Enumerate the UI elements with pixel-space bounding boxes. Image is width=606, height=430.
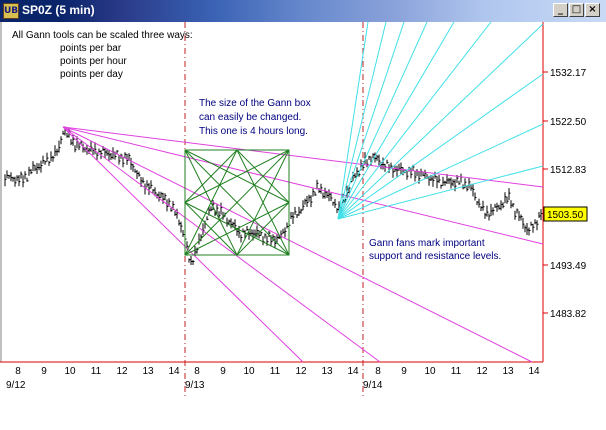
cyan-fan-line	[337, 21, 492, 220]
gann-fan-magenta	[62, 126, 544, 363]
cyan-fan-line	[337, 21, 405, 220]
time-tick-label: 12	[476, 366, 488, 377]
time-tick-label: 8	[194, 366, 200, 377]
chart-area[interactable]: All Gann tools can be scaled three ways:…	[0, 21, 606, 425]
time-tick-label: 14	[528, 366, 540, 377]
time-tick-label: 9	[401, 366, 407, 377]
current-price-tag	[543, 206, 588, 222]
price-tick-label: 1483.82	[550, 309, 587, 320]
scaling-intro: All Gann tools can be scaled three ways:	[12, 30, 193, 41]
fan-note-line: Gann fans mark important	[369, 238, 485, 249]
price-axis: 1532.17 1522.50 1512.83 1493.49 1483.82 …	[543, 68, 588, 320]
window-title: SP0Z (5 min)	[22, 3, 95, 17]
cyan-fan-line	[337, 21, 369, 220]
price-bars	[4, 126, 543, 265]
box-note-line: This one is 4 hours long.	[199, 126, 308, 137]
fan-note: Gann fans mark important support and res…	[369, 238, 501, 262]
magenta-fan-line	[62, 126, 304, 363]
fan-note-line: support and resistance levels.	[369, 251, 501, 262]
price-tick-label: 1512.83	[550, 165, 587, 176]
time-tick-label: 11	[91, 366, 102, 377]
time-tick-label: 14	[347, 366, 359, 377]
price-chart[interactable]: All Gann tools can be scaled three ways:…	[0, 21, 606, 425]
magenta-fan-line	[62, 126, 544, 188]
window-title-bar[interactable]: UB SP0Z (5 min) _ □ ×	[0, 0, 606, 22]
box-note: The size of the Gann box can easily be c…	[199, 98, 311, 137]
cyan-fan-line	[337, 23, 544, 220]
cyan-fan-line	[337, 21, 387, 220]
time-tick-label: 13	[142, 366, 154, 377]
cyan-fan-line	[337, 21, 455, 220]
cyan-fan-line	[337, 123, 544, 220]
time-tick-label: 11	[270, 366, 281, 377]
time-tick-label: 13	[321, 366, 333, 377]
price-tick-label: 1532.17	[550, 68, 587, 79]
gann-fan-cyan	[337, 21, 544, 220]
magenta-fan-line	[62, 126, 381, 363]
box-note-line: The size of the Gann box	[199, 98, 311, 109]
time-tick-label: 9	[41, 366, 47, 377]
price-tick-label: 1522.50	[550, 117, 587, 128]
cyan-fan-line	[337, 165, 544, 220]
time-tick-label: 8	[15, 366, 21, 377]
gann-box	[184, 149, 290, 256]
time-tick-label: 14	[168, 366, 180, 377]
cyan-fan-line	[337, 73, 544, 220]
time-tick-label: 10	[424, 366, 436, 377]
time-tick-label: 8	[375, 366, 381, 377]
time-tick-label: 12	[295, 366, 307, 377]
scaling-option: points per bar	[60, 43, 122, 54]
time-tick-label: 10	[243, 366, 255, 377]
cyan-fan-line	[337, 21, 428, 220]
date-label: 9/13	[185, 380, 205, 391]
current-price-label: 1503.50	[547, 210, 584, 221]
time-tick-label: 13	[502, 366, 514, 377]
price-tick-label: 1493.49	[550, 261, 587, 272]
scaling-note: All Gann tools can be scaled three ways:…	[12, 30, 193, 80]
time-tick-label: 12	[116, 366, 128, 377]
scaling-option: points per day	[60, 69, 123, 80]
close-button[interactable]: ×	[585, 3, 600, 17]
date-label: 9/12	[6, 380, 26, 391]
date-label: 9/14	[363, 380, 383, 391]
time-tick-label: 9	[220, 366, 226, 377]
time-tick-label: 10	[64, 366, 76, 377]
app-icon: UB	[3, 3, 19, 19]
maximize-button[interactable]: □	[569, 3, 584, 17]
time-axis: 8 9 10 11 12 13 14 8 9 10 11 12 13 14 8 …	[6, 366, 540, 391]
minimize-button[interactable]: _	[553, 3, 568, 17]
scaling-option: points per hour	[60, 56, 127, 67]
magenta-fan-line	[62, 126, 533, 363]
box-note-line: can easily be changed.	[199, 112, 301, 123]
magenta-fan-line	[62, 126, 544, 245]
time-tick-label: 11	[451, 366, 462, 377]
